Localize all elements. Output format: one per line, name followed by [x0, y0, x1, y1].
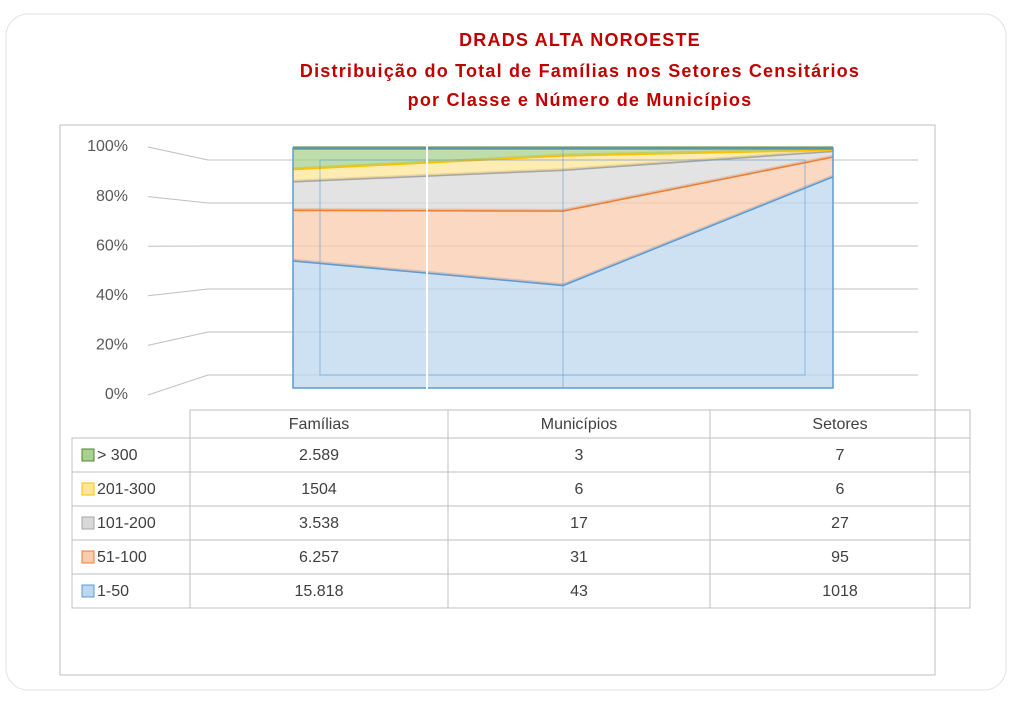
legend-swatch	[82, 483, 94, 495]
chart-title: DRADS ALTA NOROESTE	[459, 30, 701, 50]
legend-label: 201-300	[97, 481, 156, 498]
chart-subtitle: por Classe e Número de Municípios	[408, 90, 753, 110]
table-value: 1018	[822, 583, 858, 600]
x-tick-label: Municípios	[541, 416, 617, 433]
legend-swatch	[82, 449, 94, 461]
y-tick-label: 0%	[105, 386, 128, 403]
table-value: 6.257	[299, 549, 339, 566]
y-tick-label: 100%	[87, 138, 128, 155]
table-value: 31	[570, 549, 588, 566]
table-value: 1504	[301, 481, 337, 498]
legend-label: 101-200	[97, 515, 156, 532]
y-tick-label: 20%	[96, 337, 128, 354]
legend-swatch	[82, 551, 94, 563]
table-value: 7	[836, 447, 845, 464]
y-tick-label: 40%	[96, 287, 128, 304]
table-value: 27	[831, 515, 849, 532]
y-tick-label: 60%	[96, 237, 128, 254]
table-value: 3	[575, 447, 584, 464]
y-tick-label: 80%	[96, 188, 128, 205]
table-value: 3.538	[299, 515, 339, 532]
table-value: 43	[570, 583, 588, 600]
legend-swatch	[82, 517, 94, 529]
table-value: 17	[570, 515, 588, 532]
legend-label: 51-100	[97, 549, 147, 566]
x-tick-label: Famílias	[289, 416, 349, 433]
legend-label: 1-50	[97, 583, 129, 600]
chart-subtitle: Distribuição do Total de Famílias nos Se…	[300, 61, 860, 81]
table-value: 15.818	[295, 583, 344, 600]
table-value: 6	[836, 481, 845, 498]
legend-label: > 300	[97, 447, 138, 464]
table-value: 2.589	[299, 447, 339, 464]
x-tick-label: Setores	[812, 416, 867, 433]
table-value: 95	[831, 549, 849, 566]
legend-swatch	[82, 585, 94, 597]
table-value: 6	[575, 481, 584, 498]
